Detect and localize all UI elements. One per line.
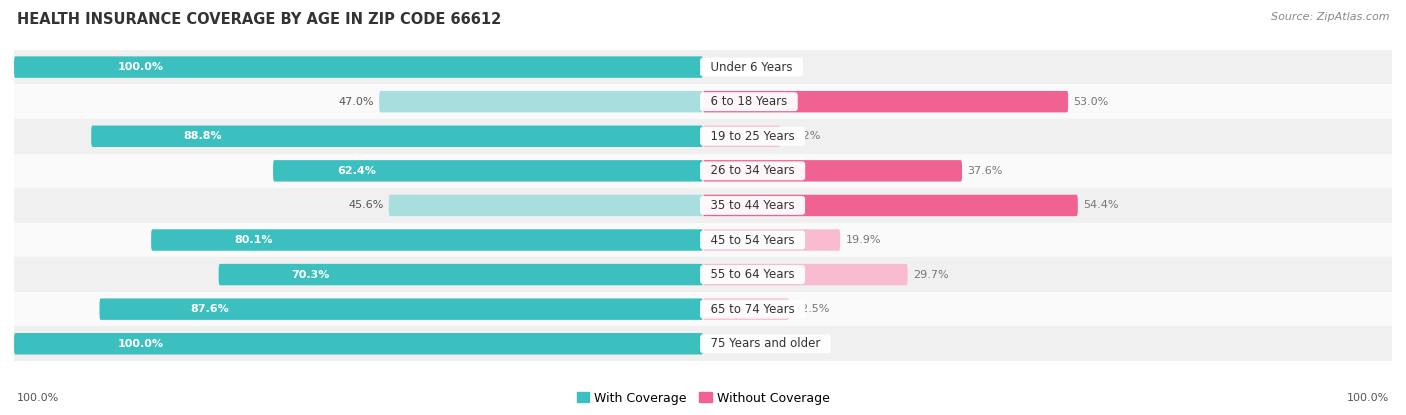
FancyBboxPatch shape xyxy=(389,195,703,216)
Text: 62.4%: 62.4% xyxy=(337,166,377,176)
Text: 11.2%: 11.2% xyxy=(786,131,821,141)
Text: 75 Years and older: 75 Years and older xyxy=(703,337,828,350)
Bar xyxy=(14,50,1392,84)
FancyBboxPatch shape xyxy=(703,125,780,147)
FancyBboxPatch shape xyxy=(152,229,703,251)
Text: 6 to 18 Years: 6 to 18 Years xyxy=(703,95,794,108)
Legend: With Coverage, Without Coverage: With Coverage, Without Coverage xyxy=(576,392,830,405)
Bar xyxy=(14,188,1392,223)
FancyBboxPatch shape xyxy=(703,160,962,182)
Bar xyxy=(14,154,1392,188)
FancyBboxPatch shape xyxy=(380,91,703,112)
Bar xyxy=(14,327,1392,361)
Bar xyxy=(14,292,1392,327)
Text: 19 to 25 Years: 19 to 25 Years xyxy=(703,130,803,143)
Bar xyxy=(14,223,1392,257)
Text: 88.8%: 88.8% xyxy=(183,131,222,141)
Text: 45.6%: 45.6% xyxy=(347,200,384,210)
Text: 35 to 44 Years: 35 to 44 Years xyxy=(703,199,803,212)
Text: 53.0%: 53.0% xyxy=(1074,97,1109,107)
Text: 80.1%: 80.1% xyxy=(233,235,273,245)
FancyBboxPatch shape xyxy=(703,264,908,286)
FancyBboxPatch shape xyxy=(703,91,1069,112)
Text: 100.0%: 100.0% xyxy=(117,339,163,349)
FancyBboxPatch shape xyxy=(14,333,703,354)
Text: Under 6 Years: Under 6 Years xyxy=(703,61,800,73)
Text: 65 to 74 Years: 65 to 74 Years xyxy=(703,303,803,316)
Text: 37.6%: 37.6% xyxy=(967,166,1002,176)
Text: 47.0%: 47.0% xyxy=(339,97,374,107)
FancyBboxPatch shape xyxy=(14,56,703,78)
FancyBboxPatch shape xyxy=(91,125,703,147)
Text: 26 to 34 Years: 26 to 34 Years xyxy=(703,164,803,177)
Text: 19.9%: 19.9% xyxy=(845,235,882,245)
Text: 100.0%: 100.0% xyxy=(17,393,59,403)
FancyBboxPatch shape xyxy=(703,298,789,320)
Text: Source: ZipAtlas.com: Source: ZipAtlas.com xyxy=(1271,12,1389,22)
FancyBboxPatch shape xyxy=(703,195,1078,216)
Text: HEALTH INSURANCE COVERAGE BY AGE IN ZIP CODE 66612: HEALTH INSURANCE COVERAGE BY AGE IN ZIP … xyxy=(17,12,501,27)
FancyBboxPatch shape xyxy=(100,298,703,320)
Bar xyxy=(14,84,1392,119)
Bar xyxy=(14,119,1392,154)
FancyBboxPatch shape xyxy=(219,264,703,286)
Text: 100.0%: 100.0% xyxy=(1347,393,1389,403)
Text: 100.0%: 100.0% xyxy=(117,62,163,72)
FancyBboxPatch shape xyxy=(703,229,841,251)
Text: 55 to 64 Years: 55 to 64 Years xyxy=(703,268,803,281)
Text: 45 to 54 Years: 45 to 54 Years xyxy=(703,234,803,247)
Text: 29.7%: 29.7% xyxy=(912,270,949,280)
Text: 54.4%: 54.4% xyxy=(1083,200,1119,210)
Text: 12.5%: 12.5% xyxy=(794,304,830,314)
FancyBboxPatch shape xyxy=(273,160,703,182)
Bar xyxy=(14,257,1392,292)
Text: 70.3%: 70.3% xyxy=(291,270,329,280)
Text: 87.6%: 87.6% xyxy=(190,304,229,314)
